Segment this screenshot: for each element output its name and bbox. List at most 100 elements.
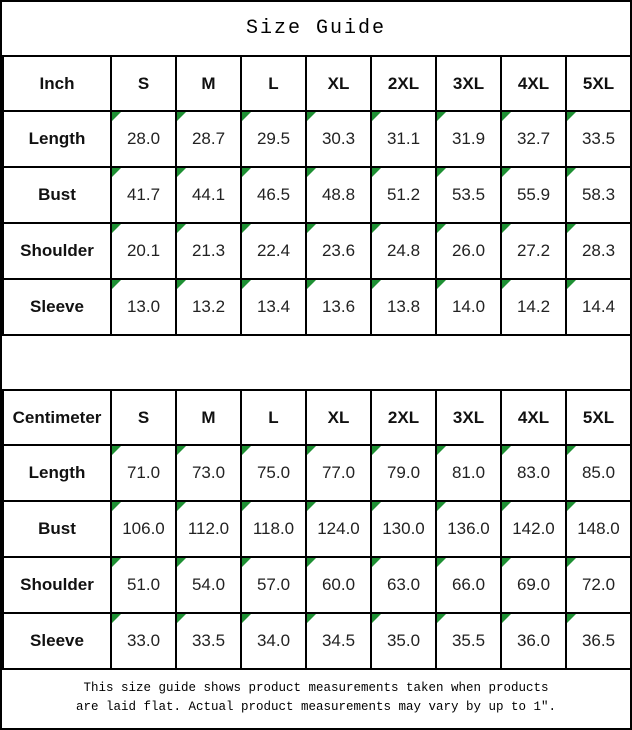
- green-corner-flag-icon: [307, 558, 316, 567]
- green-corner-flag-icon: [307, 224, 316, 233]
- green-corner-flag-icon: [502, 168, 511, 177]
- measurement-value: 53.5: [451, 185, 486, 204]
- measurement-value: 66.0: [451, 575, 486, 594]
- measurement-value-cell: 35.0: [370, 612, 437, 670]
- measurement-value-cell: 66.0: [435, 556, 502, 614]
- size-column-header: S: [110, 55, 177, 112]
- measurement-value: 148.0: [577, 519, 620, 538]
- size-column-header: XL: [305, 389, 372, 446]
- green-corner-flag-icon: [112, 168, 121, 177]
- green-corner-flag-icon: [437, 446, 446, 455]
- green-corner-flag-icon: [372, 168, 381, 177]
- green-corner-flag-icon: [437, 224, 446, 233]
- green-corner-flag-icon: [177, 112, 186, 121]
- measurement-value: 118.0: [252, 519, 295, 538]
- measurement-value: 69.0: [516, 575, 551, 594]
- measurement-value: 79.0: [386, 463, 421, 482]
- measurement-value: 36.0: [516, 631, 551, 650]
- green-corner-flag-icon: [502, 446, 511, 455]
- green-corner-flag-icon: [177, 558, 186, 567]
- measurement-value: 23.6: [321, 241, 356, 260]
- green-corner-flag-icon: [437, 502, 446, 511]
- measurement-value: 13.2: [191, 297, 226, 316]
- green-corner-flag-icon: [372, 558, 381, 567]
- measurement-value-cell: 23.6: [305, 222, 372, 280]
- measurement-value: 13.0: [126, 297, 161, 316]
- measurement-value-cell: 48.8: [305, 166, 372, 224]
- measurement-value-cell: 73.0: [175, 444, 242, 502]
- measurement-value: 55.9: [516, 185, 551, 204]
- measurement-value: 54.0: [191, 575, 226, 594]
- measurement-value: 51.2: [386, 185, 421, 204]
- measurement-value: 22.4: [256, 241, 291, 260]
- measurement-value-cell: 34.0: [240, 612, 307, 670]
- green-corner-flag-icon: [502, 280, 511, 289]
- green-corner-flag-icon: [242, 224, 251, 233]
- measurement-value-cell: 142.0: [500, 500, 567, 558]
- measurement-value-cell: 72.0: [565, 556, 630, 614]
- measurement-value: 48.8: [321, 185, 356, 204]
- measurement-value-cell: 24.8: [370, 222, 437, 280]
- measurement-row: Bust 106.0 112.0 118.0 124.0 130.0 136.0 142.0 1…: [2, 500, 630, 558]
- green-corner-flag-icon: [437, 558, 446, 567]
- green-corner-flag-icon: [567, 280, 576, 289]
- size-table-centimeter: Centimeter S M L XL 2XL 3XL 4XL 5XL Length 71.0 73.…: [2, 389, 630, 670]
- green-corner-flag-icon: [177, 224, 186, 233]
- measurement-value-cell: 20.1: [110, 222, 177, 280]
- size-column-header: L: [240, 389, 307, 446]
- green-corner-flag-icon: [372, 224, 381, 233]
- size-column-header: M: [175, 55, 242, 112]
- measurement-value: 13.4: [256, 297, 291, 316]
- page-title: Size Guide: [245, 17, 387, 40]
- green-corner-flag-icon: [242, 446, 251, 455]
- measurement-value-cell: 77.0: [305, 444, 372, 502]
- size-column-header: 4XL: [500, 389, 567, 446]
- measurement-row: Sleeve 13.0 13.2 13.4 13.6 13.8 14.0 14.2 14.4: [2, 278, 630, 336]
- measurement-value: 73.0: [191, 463, 226, 482]
- measurement-value-cell: 106.0: [110, 500, 177, 558]
- measurement-value: 29.5: [256, 129, 291, 148]
- measurement-value-cell: 31.9: [435, 110, 502, 168]
- measurement-row-label: Bust: [2, 166, 112, 224]
- measurement-value: 112.0: [187, 519, 230, 538]
- size-column-header: S: [110, 389, 177, 446]
- table-header-row: Centimeter S M L XL 2XL 3XL 4XL 5XL: [2, 389, 630, 446]
- measurement-value: 57.0: [256, 575, 291, 594]
- measurement-value-cell: 44.1: [175, 166, 242, 224]
- green-corner-flag-icon: [567, 224, 576, 233]
- disclaimer-line-1: This size guide shows product measuremen…: [83, 680, 549, 695]
- measurement-row: Length 71.0 73.0 75.0 77.0 79.0 81.0 83.0 85.0: [2, 444, 630, 502]
- measurement-value-cell: 46.5: [240, 166, 307, 224]
- measurement-value: 85.0: [581, 463, 616, 482]
- green-corner-flag-icon: [372, 614, 381, 623]
- unit-header-cell: Inch: [2, 55, 112, 112]
- measurement-value-cell: 27.2: [500, 222, 567, 280]
- measurement-row-label: Length: [2, 110, 112, 168]
- measurement-value: 71.0: [126, 463, 161, 482]
- measurement-value: 36.5: [581, 631, 616, 650]
- measurement-value: 106.0: [122, 519, 165, 538]
- measurement-value: 33.0: [126, 631, 161, 650]
- table-spacer: [2, 336, 630, 389]
- green-corner-flag-icon: [112, 446, 121, 455]
- measurement-row-label: Shoulder: [2, 556, 112, 614]
- measurement-value-cell: 81.0: [435, 444, 502, 502]
- measurement-value-cell: 13.0: [110, 278, 177, 336]
- green-corner-flag-icon: [307, 280, 316, 289]
- size-column-header: 2XL: [370, 389, 437, 446]
- measurement-value-cell: 33.0: [110, 612, 177, 670]
- measurement-row: Shoulder 20.1 21.3 22.4 23.6 24.8 26.0 27.2 28.3: [2, 222, 630, 280]
- measurement-value: 83.0: [516, 463, 551, 482]
- size-column-header: 4XL: [500, 55, 567, 112]
- measurement-value: 33.5: [191, 631, 226, 650]
- measurement-value: 28.7: [191, 129, 226, 148]
- measurement-row-label: Sleeve: [2, 612, 112, 670]
- size-column-header: 3XL: [435, 55, 502, 112]
- measurement-row: Length 28.0 28.7 29.5 30.3 31.1 31.9 32.7 33.5: [2, 110, 630, 168]
- measurement-value-cell: 41.7: [110, 166, 177, 224]
- size-column-header: M: [175, 389, 242, 446]
- measurement-value-cell: 36.5: [565, 612, 630, 670]
- measurement-value-cell: 14.2: [500, 278, 567, 336]
- green-corner-flag-icon: [502, 502, 511, 511]
